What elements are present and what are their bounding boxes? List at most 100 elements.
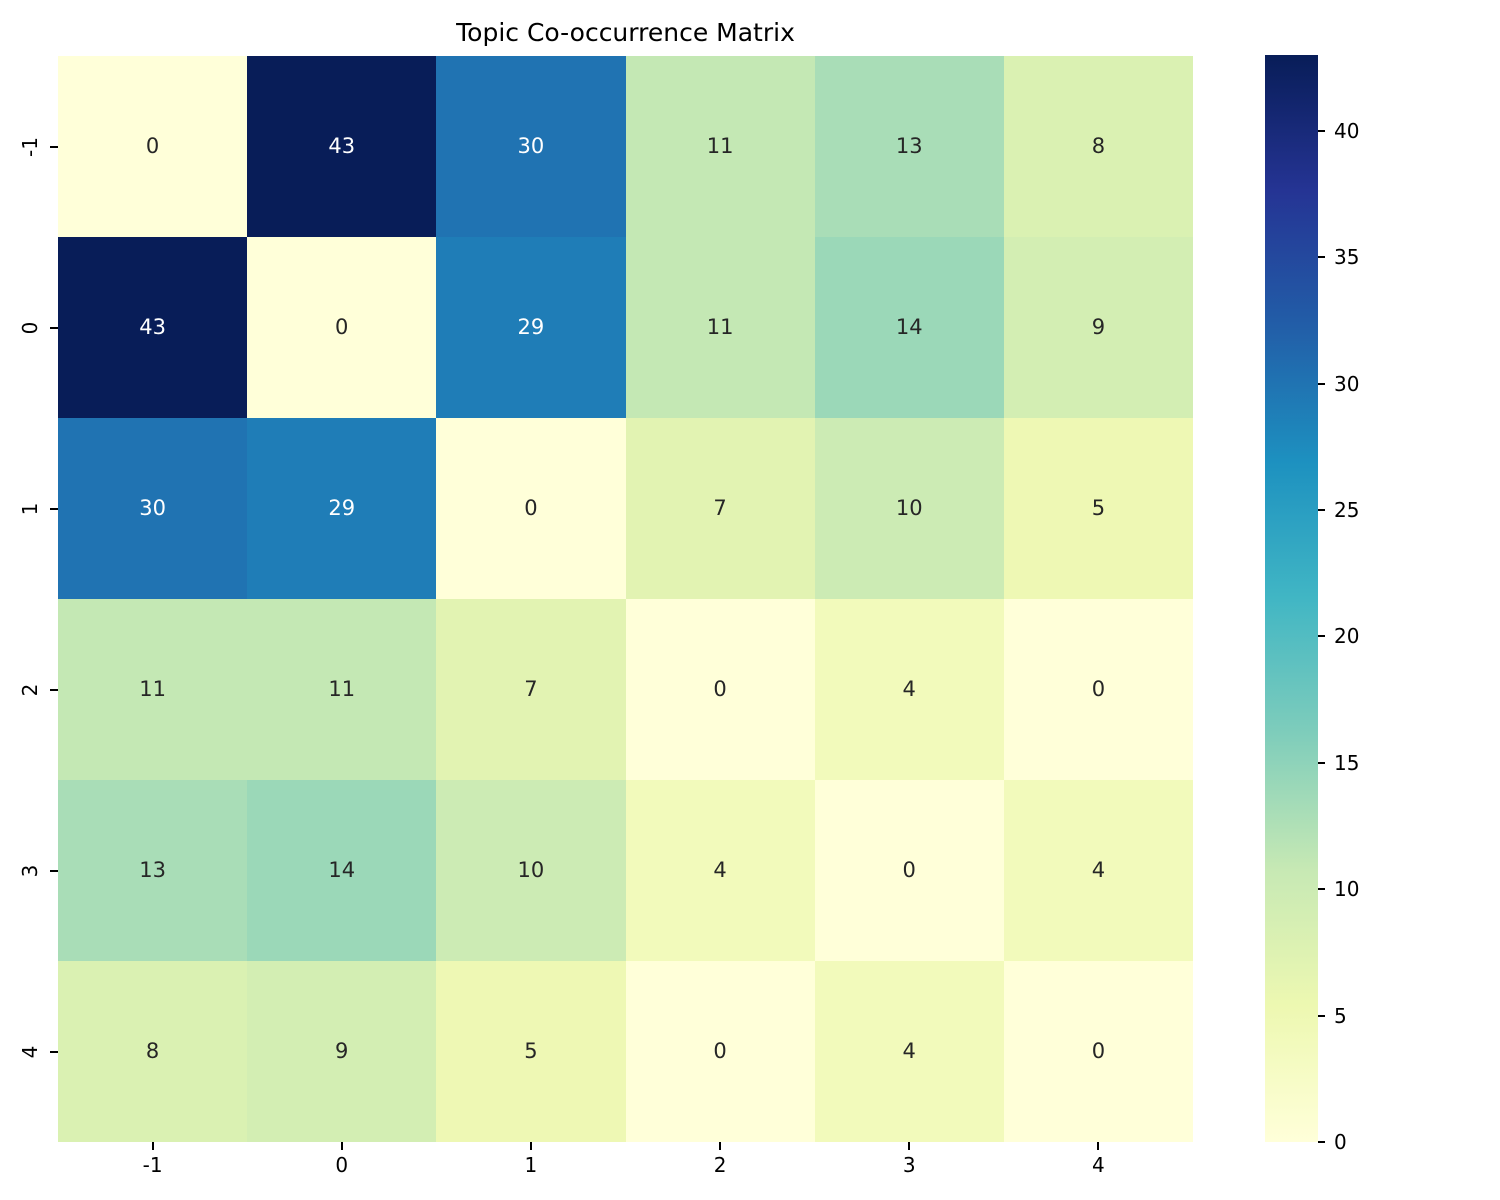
x-tick-mark — [529, 1142, 532, 1150]
heatmap-cell: 4 — [814, 599, 1004, 780]
heatmap-cell: 0 — [814, 780, 1004, 961]
heatmap-cell: 4 — [1003, 780, 1193, 961]
heatmap-cell: 0 — [247, 237, 437, 418]
heatmap-cell: 11 — [247, 599, 437, 780]
colorbar-tick-label: 0 — [1334, 1130, 1347, 1154]
cell-value: 0 — [902, 858, 916, 882]
cell-value: 8 — [145, 1039, 160, 1063]
heatmap-cell: 9 — [1003, 237, 1193, 418]
y-tick-mark — [50, 326, 58, 329]
x-tick-label: 0 — [335, 1153, 349, 1177]
heatmap-cell: 0 — [625, 599, 815, 780]
heatmap-cell: 4 — [625, 780, 815, 961]
x-tick-label: 4 — [1092, 1153, 1105, 1177]
cell-value: 0 — [713, 677, 727, 701]
cell-value: 4 — [1091, 858, 1106, 882]
colorbar-tick-mark — [1318, 129, 1325, 132]
cell-value: 0 — [1091, 1039, 1106, 1063]
colorbar-tick-mark — [1318, 888, 1325, 891]
colorbar-tick-mark — [1318, 635, 1325, 638]
cell-value: 4 — [902, 1039, 916, 1063]
cell-value: 13 — [895, 134, 923, 158]
colorbar-tick-mark — [1318, 382, 1325, 385]
heatmap-cell: 4 — [814, 961, 1004, 1142]
heatmap-cell: 0 — [1003, 961, 1193, 1142]
cell-value: 9 — [1091, 315, 1106, 339]
heatmap-cell: 0 — [58, 56, 248, 237]
heatmap-cell: 10 — [436, 780, 626, 961]
x-tick-mark — [908, 1142, 911, 1150]
cell-value: 29 — [328, 496, 356, 520]
cell-value: 43 — [328, 134, 356, 158]
cell-value: 7 — [524, 677, 538, 701]
heatmap-grid: 0 43 30 11 13 8 43 0 29 11 14 9 30 29 0 7 10 5 11 11 7 0 4 0 13 1… — [58, 56, 1193, 1142]
heatmap-cell: 30 — [436, 56, 626, 237]
y-tick-label: 0 — [18, 321, 42, 334]
colorbar-tick-mark — [1318, 1141, 1325, 1143]
y-tick-label: -1 — [18, 136, 42, 157]
cell-value: 13 — [139, 858, 166, 882]
heatmap-cell: 0 — [625, 961, 815, 1142]
y-tick-mark — [50, 869, 58, 872]
cell-value: 11 — [328, 677, 356, 701]
colorbar-tick-label: 15 — [1334, 750, 1360, 775]
y-tick-mark — [50, 1050, 58, 1053]
cell-value: 11 — [706, 134, 734, 158]
cell-value: 0 — [524, 496, 538, 520]
colorbar-tick-mark — [1318, 256, 1325, 259]
cell-value: 11 — [139, 677, 166, 701]
x-tick-label: 3 — [902, 1153, 916, 1177]
cell-value: 10 — [517, 858, 545, 882]
heatmap-cell: 29 — [247, 418, 437, 599]
x-tick-mark — [719, 1142, 722, 1150]
heatmap-cell: 11 — [625, 56, 815, 237]
y-tick-mark — [50, 145, 58, 148]
heatmap-cell: 30 — [58, 418, 248, 599]
x-tick-mark — [340, 1142, 343, 1150]
heatmap-cell: 11 — [58, 599, 248, 780]
cell-value: 29 — [517, 315, 545, 339]
heatmap-cell: 29 — [436, 237, 626, 418]
x-tick-mark — [1097, 1142, 1100, 1150]
heatmap-cell: 0 — [436, 418, 626, 599]
y-tick-label: 4 — [18, 1045, 42, 1058]
y-tick-label: 3 — [18, 864, 42, 877]
cell-value: 8 — [1091, 134, 1106, 158]
colorbar-tick-label: 5 — [1334, 1003, 1347, 1028]
cell-value: 4 — [902, 677, 916, 701]
heatmap-cell: 13 — [58, 780, 248, 961]
y-tick-mark — [50, 688, 58, 691]
colorbar-tick-label: 35 — [1334, 245, 1360, 270]
colorbar-tick-mark — [1318, 761, 1325, 764]
cell-value: 30 — [139, 496, 166, 520]
x-tick-label: 1 — [524, 1153, 538, 1177]
heatmap-cell: 8 — [1003, 56, 1193, 237]
cell-value: 10 — [895, 496, 923, 520]
cell-value: 5 — [1091, 496, 1106, 520]
y-tick-label: 1 — [18, 502, 42, 515]
heatmap-cell: 10 — [814, 418, 1004, 599]
cell-value: 30 — [517, 134, 545, 158]
cell-value: 7 — [713, 496, 727, 520]
cell-value: 0 — [1091, 677, 1106, 701]
heatmap-cell: 7 — [625, 418, 815, 599]
cell-value: 9 — [335, 1039, 349, 1063]
cell-value: 14 — [895, 315, 923, 339]
colorbar — [1265, 55, 1318, 1142]
cell-value: 5 — [524, 1039, 538, 1063]
y-tick-mark — [50, 507, 58, 510]
colorbar-tick-mark — [1318, 1014, 1325, 1017]
heatmap-cell: 14 — [247, 780, 437, 961]
colorbar-tick-label: 20 — [1334, 624, 1360, 649]
cell-value: 0 — [145, 134, 160, 158]
heatmap-cell: 8 — [58, 961, 248, 1142]
colorbar-tick-label: 25 — [1334, 498, 1360, 523]
colorbar-tick-label: 10 — [1334, 877, 1360, 902]
cell-value: 43 — [139, 315, 166, 339]
heatmap-cell: 11 — [625, 237, 815, 418]
heatmap-cell: 7 — [436, 599, 626, 780]
heatmap-cell: 5 — [1003, 418, 1193, 599]
colorbar-tick-label: 40 — [1334, 118, 1360, 143]
heatmap-cell: 14 — [814, 237, 1004, 418]
